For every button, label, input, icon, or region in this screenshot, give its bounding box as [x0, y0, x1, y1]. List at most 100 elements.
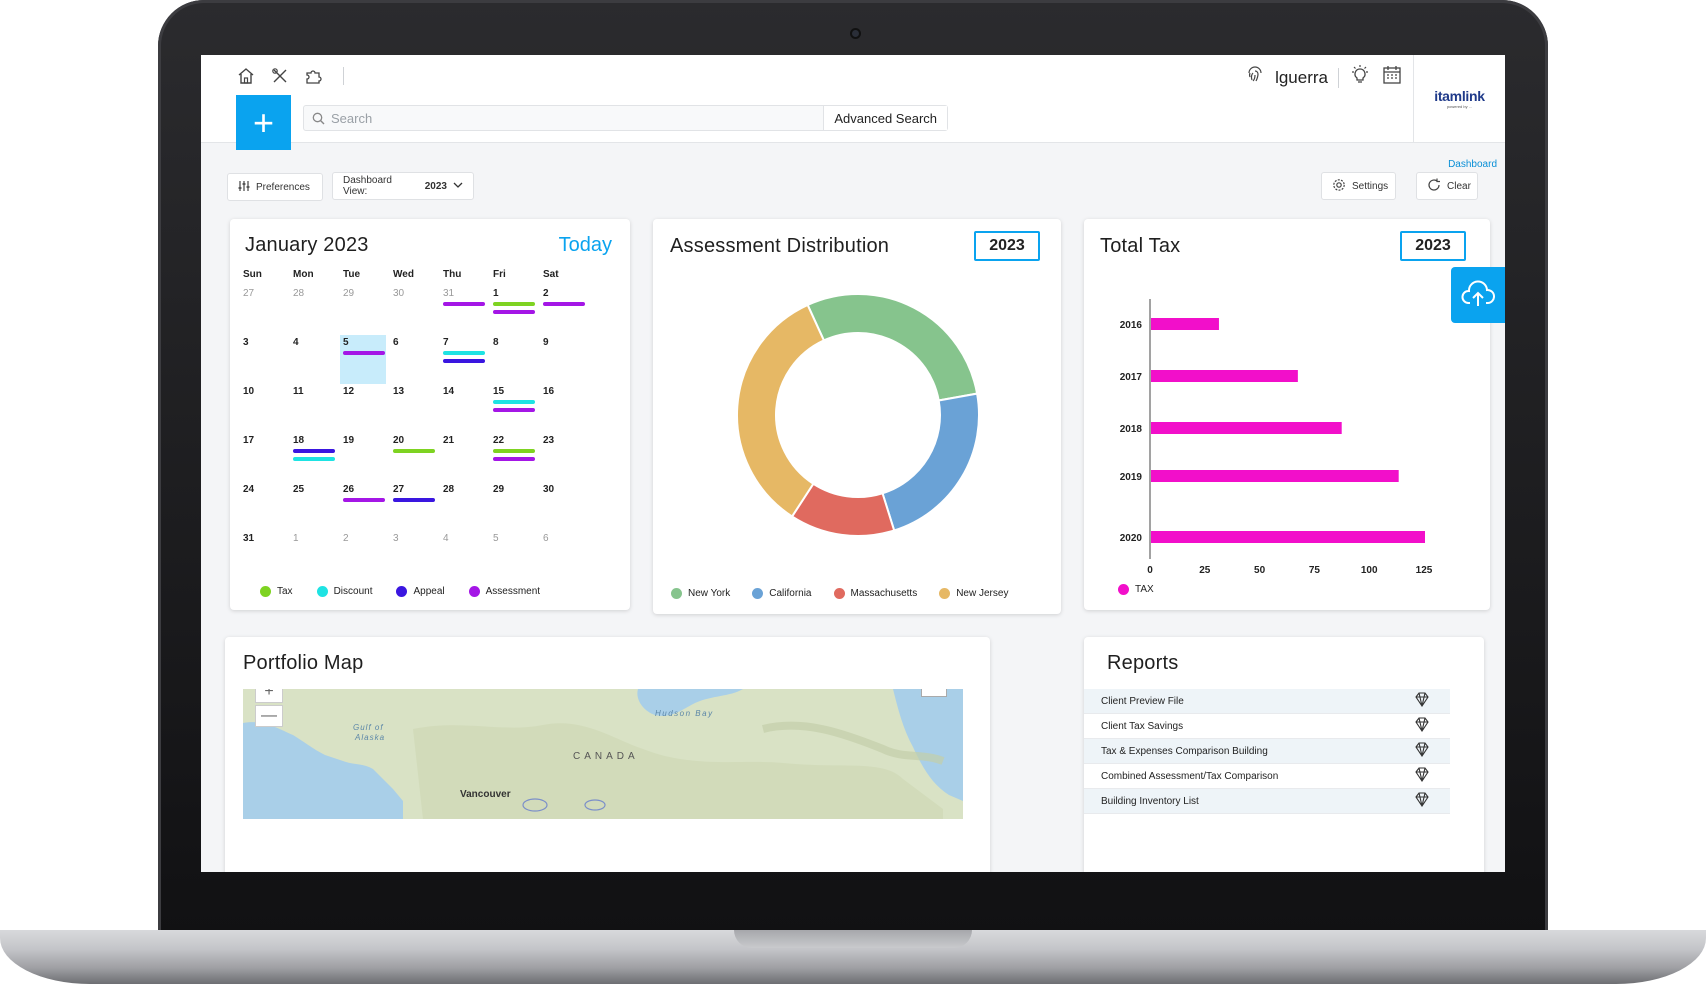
calendar-day[interactable]: 9 — [540, 335, 590, 384]
calendar-day[interactable]: 10 — [240, 384, 290, 433]
calendar-day[interactable]: 29 — [490, 482, 540, 531]
legend-swatch — [671, 588, 682, 599]
calendar-day[interactable]: 5 — [490, 531, 540, 580]
calendar-day[interactable]: 8 — [490, 335, 540, 384]
calendar-day[interactable]: 6 — [540, 531, 590, 580]
calendar-day[interactable]: 13 — [390, 384, 440, 433]
username[interactable]: lguerra — [1275, 67, 1328, 87]
reports-title: Reports — [1107, 652, 1179, 674]
calendar-day[interactable]: 6 — [390, 335, 440, 384]
calendar-day[interactable]: 16 — [540, 384, 590, 433]
map-view[interactable]: + — Gulf of Alaska Hudson Bay CANADA Van… — [243, 689, 963, 819]
event-bar-assessment[interactable] — [493, 457, 535, 461]
calendar-day[interactable]: 3 — [390, 531, 440, 580]
calendar-day[interactable]: 14 — [440, 384, 490, 433]
diamond-icon[interactable] — [1414, 767, 1430, 785]
event-bar-assessment[interactable] — [343, 498, 385, 502]
calendar-day[interactable]: 27 — [390, 482, 440, 531]
brand-logo[interactable]: itamlink powered by ... — [1413, 55, 1505, 143]
calendar-day[interactable]: 27 — [240, 286, 290, 335]
home-icon[interactable] — [235, 65, 257, 87]
event-bar-appeal[interactable] — [293, 449, 335, 453]
report-item[interactable]: Client Preview File — [1084, 689, 1450, 714]
event-bar-assessment[interactable] — [493, 408, 535, 412]
event-bar-discount[interactable] — [443, 351, 485, 355]
calendar-day[interactable]: 19 — [340, 433, 390, 482]
calendar-day[interactable]: 18 — [290, 433, 340, 482]
calendar-day[interactable]: 30 — [540, 482, 590, 531]
tax-legend-swatch — [1118, 584, 1129, 595]
calendar-day[interactable]: 24 — [240, 482, 290, 531]
total-tax-year-select[interactable]: 2023 — [1400, 231, 1466, 261]
diamond-icon[interactable] — [1414, 692, 1430, 710]
calendar-day[interactable]: 2 — [540, 286, 590, 335]
calendar-day[interactable]: 12 — [340, 384, 390, 433]
calendar-day[interactable]: 30 — [390, 286, 440, 335]
zoom-out-button[interactable]: — — [255, 705, 283, 727]
calendar-day[interactable]: 29 — [340, 286, 390, 335]
calendar-day[interactable]: 2 — [340, 531, 390, 580]
diamond-icon[interactable] — [1414, 717, 1430, 735]
calendar-day[interactable]: 3 — [240, 335, 290, 384]
calendar-day[interactable]: 22 — [490, 433, 540, 482]
event-bar-assessment[interactable] — [493, 310, 535, 314]
report-item[interactable]: Building Inventory List — [1084, 789, 1450, 814]
event-bar-tax[interactable] — [493, 302, 535, 306]
settings-button[interactable]: Settings — [1321, 172, 1396, 200]
legend-label: California — [769, 588, 812, 599]
calendar-day[interactable]: 31 — [440, 286, 490, 335]
upload-button[interactable] — [1451, 267, 1505, 323]
event-bar-assessment[interactable] — [443, 302, 485, 306]
report-item[interactable]: Client Tax Savings — [1084, 714, 1450, 739]
calendar-day[interactable]: 28 — [440, 482, 490, 531]
event-bar-discount[interactable] — [493, 400, 535, 404]
calendar-day[interactable]: 21 — [440, 433, 490, 482]
calendar-icon[interactable] — [1381, 64, 1403, 91]
calendar-day[interactable]: 26 — [340, 482, 390, 531]
calendar-day[interactable]: 15 — [490, 384, 540, 433]
lightbulb-icon[interactable] — [1349, 64, 1371, 91]
weekday-header: Sun Mon Tue Wed Thu Fri Sat — [240, 269, 590, 286]
breadcrumb[interactable]: Dashboard — [1448, 159, 1497, 170]
tools-icon[interactable] — [269, 65, 291, 87]
clear-button[interactable]: Clear — [1416, 172, 1478, 200]
zoom-in-button[interactable]: + — [255, 689, 283, 703]
calendar-day[interactable]: 25 — [290, 482, 340, 531]
calendar-day[interactable]: 20 — [390, 433, 440, 482]
calendar-day[interactable]: 23 — [540, 433, 590, 482]
legend-item-assessment: Assessment — [468, 586, 540, 597]
diamond-icon[interactable] — [1414, 742, 1430, 760]
assessment-year-select[interactable]: 2023 — [974, 231, 1040, 261]
event-bar-assessment[interactable] — [343, 351, 385, 355]
calendar-day[interactable]: 31 — [240, 531, 290, 580]
event-bar-tax[interactable] — [493, 449, 535, 453]
report-item[interactable]: Tax & Expenses Comparison Building — [1084, 739, 1450, 764]
calendar-day[interactable]: 1 — [490, 286, 540, 335]
add-button[interactable]: + — [236, 95, 291, 150]
dashboard-view-select[interactable]: Dashboard View: 2023 — [332, 172, 474, 200]
fullscreen-button[interactable] — [921, 689, 947, 697]
preferences-button[interactable]: Preferences — [227, 173, 323, 201]
diamond-icon[interactable] — [1414, 792, 1430, 810]
puzzle-icon[interactable] — [303, 65, 325, 87]
calendar-day-selected[interactable]: 5 — [340, 335, 386, 384]
calendar-day[interactable]: 1 — [290, 531, 340, 580]
search-input[interactable] — [325, 106, 824, 130]
today-button[interactable]: Today — [558, 234, 612, 256]
calendar-day[interactable]: 17 — [240, 433, 290, 482]
donut-legend-item: California — [752, 588, 812, 599]
fingerprint-icon[interactable] — [1245, 65, 1265, 90]
calendar-day[interactable]: 28 — [290, 286, 340, 335]
advanced-search-button[interactable]: Advanced Search — [823, 106, 947, 130]
event-bar-assessment[interactable] — [543, 302, 585, 306]
calendar-day[interactable]: 11 — [290, 384, 340, 433]
calendar-day[interactable]: 4 — [440, 531, 490, 580]
report-item[interactable]: Combined Assessment/Tax Comparison — [1084, 764, 1450, 789]
event-bar-tax[interactable] — [393, 449, 435, 453]
calendar-day[interactable]: 4 — [290, 335, 340, 384]
event-bar-appeal[interactable] — [393, 498, 435, 502]
calendar-day[interactable]: 7 — [440, 335, 490, 384]
day-number: 24 — [243, 484, 255, 495]
event-bar-appeal[interactable] — [443, 359, 485, 363]
event-bar-discount[interactable] — [293, 457, 335, 461]
